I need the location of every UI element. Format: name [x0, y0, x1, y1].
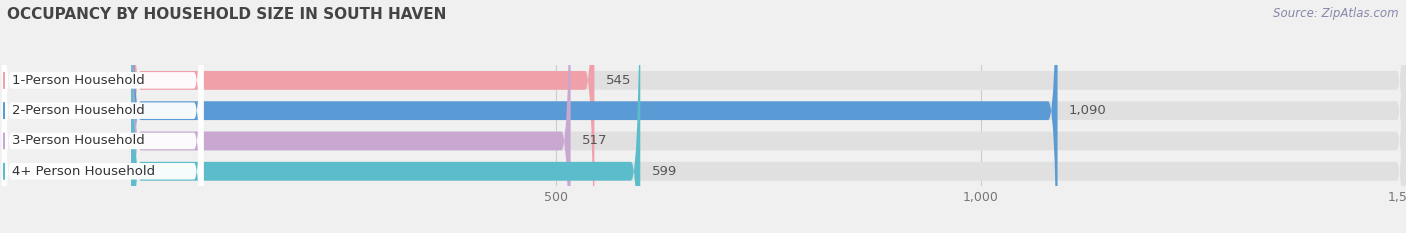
FancyBboxPatch shape — [131, 0, 1406, 233]
FancyBboxPatch shape — [131, 0, 1406, 233]
Text: 517: 517 — [582, 134, 607, 147]
Text: 4+ Person Household: 4+ Person Household — [11, 165, 155, 178]
FancyBboxPatch shape — [131, 0, 595, 233]
FancyBboxPatch shape — [131, 0, 1406, 233]
FancyBboxPatch shape — [131, 0, 571, 233]
FancyBboxPatch shape — [1, 0, 204, 233]
Text: Source: ZipAtlas.com: Source: ZipAtlas.com — [1274, 7, 1399, 20]
FancyBboxPatch shape — [131, 0, 1406, 233]
FancyBboxPatch shape — [1, 0, 204, 233]
FancyBboxPatch shape — [1, 0, 204, 233]
FancyBboxPatch shape — [131, 0, 1057, 233]
Text: 545: 545 — [606, 74, 631, 87]
Text: 1,090: 1,090 — [1069, 104, 1107, 117]
Text: OCCUPANCY BY HOUSEHOLD SIZE IN SOUTH HAVEN: OCCUPANCY BY HOUSEHOLD SIZE IN SOUTH HAV… — [7, 7, 447, 22]
FancyBboxPatch shape — [131, 0, 640, 233]
Text: 3-Person Household: 3-Person Household — [11, 134, 145, 147]
Text: 1-Person Household: 1-Person Household — [11, 74, 145, 87]
Text: 599: 599 — [651, 165, 676, 178]
FancyBboxPatch shape — [1, 0, 204, 233]
Text: 2-Person Household: 2-Person Household — [11, 104, 145, 117]
